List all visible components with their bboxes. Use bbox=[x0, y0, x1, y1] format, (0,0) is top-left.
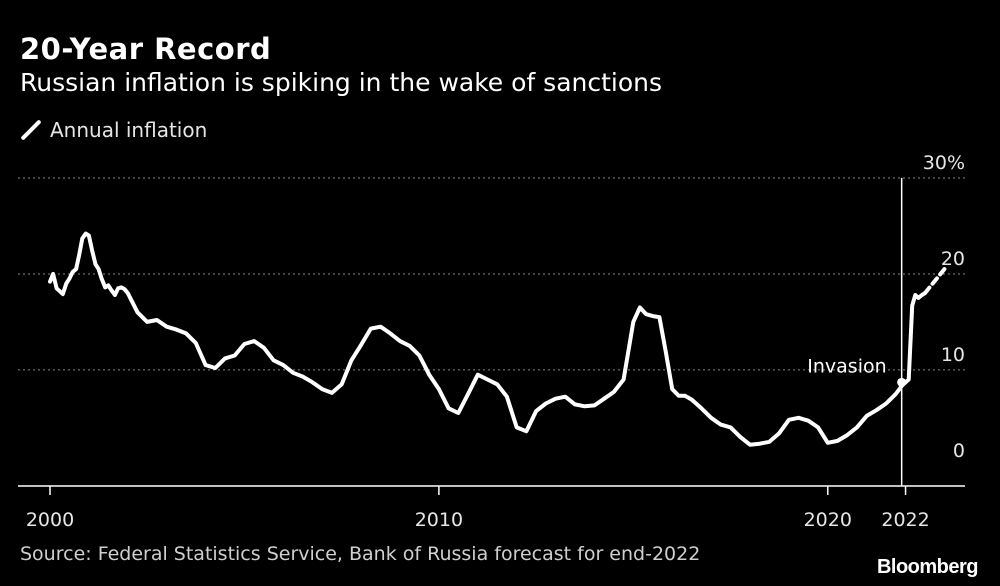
invasion-label: Invasion bbox=[807, 355, 886, 377]
forecast-series-line bbox=[923, 267, 947, 296]
x-tick-label: 2022 bbox=[881, 509, 929, 531]
source-note: Source: Federal Statistics Service, Bank… bbox=[20, 543, 701, 565]
x-tick-label: 2010 bbox=[415, 509, 463, 531]
x-tick-label: 2000 bbox=[26, 509, 74, 531]
y-tick-label: 30% bbox=[923, 152, 965, 174]
x-tick-label: 2020 bbox=[804, 509, 852, 531]
y-tick-label: 0 bbox=[953, 440, 965, 462]
y-tick-label: 20 bbox=[941, 248, 965, 270]
invasion-point-marker bbox=[897, 377, 907, 387]
legend: Annual inflation bbox=[20, 117, 207, 143]
chart-title: 20-Year Record bbox=[20, 32, 272, 66]
legend-label: Annual inflation bbox=[50, 118, 208, 142]
chart-subtitle: Russian inflation is spiking in the wake… bbox=[20, 68, 663, 97]
y-tick-label: 10 bbox=[941, 344, 965, 366]
inflation-series-line bbox=[48, 231, 927, 447]
brand-logo: Bloomberg bbox=[876, 556, 979, 578]
